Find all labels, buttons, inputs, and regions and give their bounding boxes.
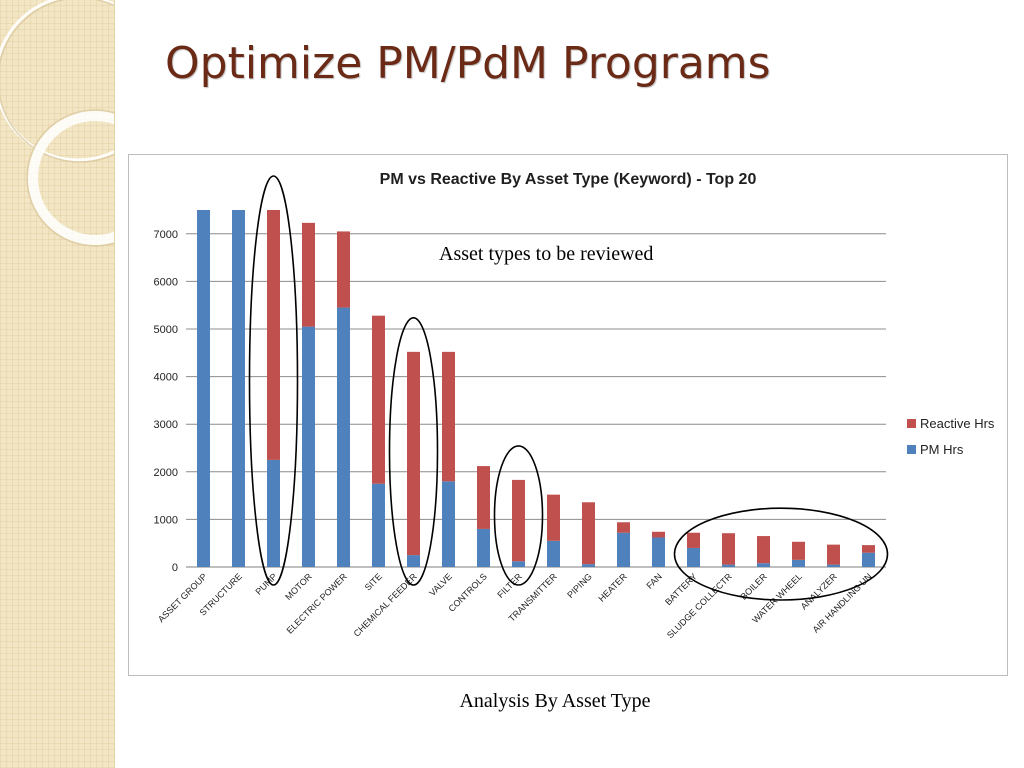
y-tick-label-5000: 5000 (154, 324, 178, 336)
chart-title: PM vs Reactive By Asset Type (Keyword) -… (379, 171, 757, 188)
chart-annotation: Asset types to be reviewed (439, 243, 654, 265)
bar-pm-valve (442, 481, 455, 567)
highlight-ellipse-2 (388, 317, 439, 586)
bar-pm-piping (582, 564, 595, 567)
bar-reactive-transmitter (547, 494, 560, 541)
y-tick-label-4000: 4000 (154, 372, 178, 384)
highlight-ellipse-3 (493, 445, 544, 586)
legend-label-reactive-hrs: Reactive Hrs (920, 415, 995, 431)
bar-reactive-air-handling-un (862, 545, 875, 553)
x-tick-label-battery: BATTERY (663, 571, 699, 607)
slide-caption: Analysis By Asset Type (459, 690, 651, 712)
x-tick-label-chemical-feeder: CHEMICAL FEEDER (352, 571, 420, 639)
bar-pm-transmitter (547, 540, 560, 567)
x-tick-label-motor: MOTOR (283, 571, 314, 602)
chart-frame: 0 1000 2000 3000 4000 5000 6000 7000 ASSET GROUP… (128, 154, 1008, 676)
legend-swatch-reactive (907, 418, 916, 428)
x-tick-label-fan: FAN (644, 571, 663, 590)
decorative-rings (0, 0, 114, 247)
x-tick-label-electric-power: ELECTRIC POWER (285, 571, 350, 636)
bar-reactive-motor (302, 222, 315, 327)
bar-pm-pump (267, 459, 280, 567)
y-tick-label-1000: 1000 (154, 514, 178, 526)
bar-reactive-boiler (757, 536, 770, 564)
bar-pm-analyzer (827, 564, 840, 567)
bar-pm-fan (652, 537, 665, 567)
y-tick-label-3000: 3000 (154, 419, 178, 431)
y-tick-label-0: 0 (172, 562, 178, 574)
decorative-ring-large-shadow (0, 0, 114, 163)
x-tick-label-asset-group: ASSET GROUP (156, 571, 209, 624)
bar-pm-controls (477, 528, 490, 567)
bar-pm-boiler (757, 563, 770, 567)
x-tick-label-sludge-collectr: SLUDGE COLLECTR (665, 571, 734, 640)
bar-reactive-filter (512, 479, 525, 562)
bar-pm-air-handling-un (862, 552, 875, 567)
legend-swatch-pm (907, 444, 916, 454)
bar-reactive-battery (687, 532, 700, 548)
bar-pm-structure (232, 210, 245, 567)
bar-pm-heater (617, 532, 630, 567)
slide-title: Optimize PM/PdM Programs (165, 38, 771, 89)
decorative-ring-small (28, 111, 114, 245)
bar-reactive-analyzer (827, 544, 840, 565)
legend-item-pm-hrs: PM Hrs (907, 436, 994, 462)
bar-reactive-site (372, 315, 385, 484)
x-tick-label-air-handling-un: AIR HANDLING UN (811, 571, 874, 634)
stacked-bar-chart: 0 1000 2000 3000 4000 5000 6000 7000 ASSET GROUP… (154, 175, 889, 640)
x-tick-label-heater: HEATER (596, 571, 629, 604)
bar-pm-chemical-feeder (407, 555, 420, 567)
bar-reactive-piping (582, 502, 595, 565)
decorative-ring-large (0, 0, 114, 162)
bar-reactive-valve (442, 351, 455, 482)
y-tick-label-2000: 2000 (154, 467, 178, 479)
bar-pm-motor (302, 326, 315, 567)
bar-reactive-chemical-feeder (407, 351, 420, 556)
bar-reactive-water-wheel (792, 541, 805, 560)
legend-label-pm-hrs: PM Hrs (920, 441, 964, 457)
bar-pm-sludge-collectr (722, 564, 735, 567)
y-tick-label-7000: 7000 (154, 229, 178, 241)
y-tick-label-6000: 6000 (154, 276, 178, 288)
bar-reactive-fan (652, 531, 665, 538)
bar-reactive-pump (267, 210, 280, 460)
bar-pm-site (372, 483, 385, 567)
bar-pm-battery (687, 547, 700, 567)
bar-reactive-sludge-collectr (722, 533, 735, 565)
x-tick-label-site: SITE (363, 571, 384, 592)
x-tick-label-piping: PIPING (565, 571, 594, 600)
decorative-ring-small-shadow (26, 109, 114, 247)
bar-reactive-controls (477, 466, 490, 529)
bar-pm-asset-group (197, 210, 210, 567)
legend-item-reactive-hrs: Reactive Hrs (907, 410, 994, 436)
bar-pm-electric-power (337, 307, 350, 567)
bar-pm-filter (512, 561, 525, 567)
bar-reactive-heater (617, 522, 630, 533)
decorative-sidebar (0, 0, 115, 768)
chart-legend: Reactive Hrs PM Hrs (907, 410, 994, 462)
highlight-ellipse-4 (673, 507, 889, 601)
bar-reactive-electric-power (337, 231, 350, 308)
bar-pm-water-wheel (792, 559, 805, 567)
highlight-ellipse-1 (248, 175, 299, 586)
x-tick-label-valve: VALVE (427, 571, 454, 598)
